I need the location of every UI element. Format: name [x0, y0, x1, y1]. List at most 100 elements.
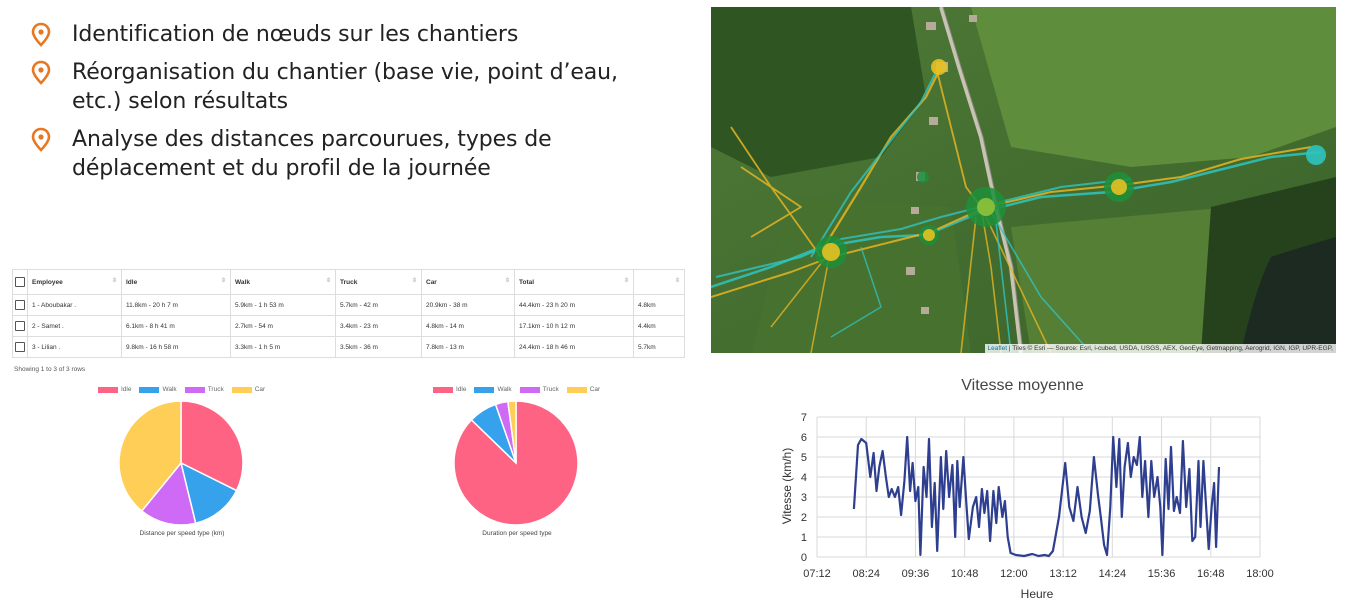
map-pin-icon — [31, 60, 51, 85]
table-cell: 9.8km - 16 h 58 m — [121, 336, 231, 358]
column-header-total[interactable]: Total ⇳ — [514, 269, 634, 295]
legend-item-car[interactable]: Car — [566, 386, 600, 393]
bullet-list: Identification de nœuds sur les chantier… — [30, 20, 690, 192]
pie-caption-distance: Distance per speed type (km) — [139, 530, 225, 537]
table-cell: 2 - Samet . — [27, 315, 122, 337]
pie-caption-duration: Duration per speed type — [482, 530, 552, 537]
speed-chart-title: Vitesse moyenne — [961, 377, 1084, 394]
bullet-item: Analyse des distances parcourues, types … — [30, 125, 690, 183]
sort-icon[interactable]: ⇳ — [504, 278, 510, 284]
column-header-extra[interactable]: ⇳ — [633, 269, 685, 295]
sort-icon[interactable]: ⇳ — [674, 278, 680, 284]
sort-icon[interactable]: ⇳ — [325, 278, 331, 284]
column-header-car[interactable]: Car ⇳ — [421, 269, 515, 295]
sort-icon[interactable]: ⇳ — [220, 278, 226, 284]
legend-swatch — [566, 386, 587, 393]
row-checkbox[interactable] — [15, 321, 25, 331]
y-tick-label: 7 — [801, 412, 807, 424]
pie-slice-truck[interactable] — [140, 461, 197, 526]
forest-area — [711, 7, 926, 177]
pie-chart-duration — [453, 400, 579, 526]
pie-slice-car[interactable] — [507, 400, 517, 464]
row-select-cell[interactable] — [12, 294, 28, 316]
road — [939, 7, 1023, 353]
sort-icon[interactable]: ⇳ — [411, 278, 417, 284]
legend-item-walk[interactable]: Walk — [474, 386, 512, 393]
table-cell: 2.7km - 54 m — [230, 315, 336, 337]
table-cell: 24.4km - 18 h 46 m — [514, 336, 634, 358]
select-all-checkbox[interactable] — [15, 277, 25, 287]
y-tick-label: 6 — [801, 432, 807, 444]
employee-table: Employee ⇳ Idle ⇳ Walk ⇳ Truck ⇳ Car ⇳ Total ⇳… — [12, 269, 685, 358]
legend-swatch — [474, 386, 495, 393]
sort-icon[interactable]: ⇳ — [111, 278, 117, 284]
x-tick-label: 18:00 — [1246, 568, 1274, 580]
bullet-item: Réorganisation du chantier (base vie, po… — [30, 58, 690, 116]
y-tick-label: 2 — [801, 512, 807, 524]
legend-swatch — [231, 386, 252, 393]
pie-slice-idle[interactable] — [180, 400, 244, 492]
row-checkbox[interactable] — [15, 342, 25, 352]
bullet-text: Réorganisation du chantier (base vie, po… — [72, 60, 618, 114]
y-tick-label: 3 — [801, 492, 807, 504]
sort-icon[interactable]: ⇳ — [623, 278, 629, 284]
legend-swatch — [184, 386, 205, 393]
y-tick-label: 5 — [801, 452, 807, 464]
satellite-map[interactable]: Leaflet | Tiles © Esri — Source: Esri, i… — [711, 7, 1336, 353]
y-tick-label: 4 — [801, 472, 807, 484]
legend-item-idle[interactable]: Idle — [433, 386, 466, 393]
table-header-row: Employee ⇳ Idle ⇳ Walk ⇳ Truck ⇳ Car ⇳ Total ⇳… — [12, 269, 685, 295]
table-cell: 3 - Lilian . — [27, 336, 122, 358]
x-tick-label: 07:12 — [803, 568, 831, 580]
x-axis-label: Heure — [1021, 587, 1054, 601]
leaflet-link[interactable]: Leaflet — [987, 345, 1008, 352]
chart-grid — [816, 416, 1261, 558]
x-tick-label: 13:12 — [1049, 568, 1077, 580]
pie-slice-walk[interactable] — [179, 461, 238, 525]
row-select-cell[interactable] — [12, 315, 28, 337]
table-row[interactable]: 3 - Lilian . 9.8km - 16 h 58 m 3.3km - 1… — [12, 336, 685, 358]
select-all-cell[interactable] — [12, 269, 28, 295]
legend-item-car[interactable]: Car — [231, 386, 265, 393]
table-cell: 5.9km - 1 h 53 m — [230, 294, 336, 316]
x-tick-label: 16:48 — [1197, 568, 1225, 580]
legend-swatch — [98, 386, 118, 393]
row-select-cell[interactable] — [12, 336, 28, 358]
column-header-walk[interactable]: Walk ⇳ — [230, 269, 336, 295]
table-cell: 7.8km - 13 m — [421, 336, 515, 358]
map-attribution: Leaflet | Tiles © Esri — Source: Esri, i… — [984, 344, 1336, 353]
map-canvas[interactable] — [711, 7, 1336, 353]
column-header-employee[interactable]: Employee ⇳ — [27, 269, 122, 295]
legend-item-walk[interactable]: Walk — [139, 386, 177, 393]
legend-swatch — [519, 386, 540, 393]
y-tick-label: 0 — [801, 552, 807, 564]
table-cell: 5.7km — [633, 336, 685, 358]
x-tick-label: 14:24 — [1099, 568, 1127, 580]
legend-swatch — [139, 386, 160, 393]
track-clusters — [815, 59, 1326, 268]
legend-item-truck[interactable]: Truck — [184, 386, 224, 393]
employee-table-container: Employee ⇳ Idle ⇳ Walk ⇳ Truck ⇳ Car ⇳ Total ⇳… — [12, 269, 685, 358]
column-header-truck[interactable]: Truck ⇳ — [335, 269, 422, 295]
legend-item-truck[interactable]: Truck — [519, 386, 559, 393]
x-axis-ticks: 07:12 08:24 09:36 10:48 12:00 13:12 14:24 15:36… — [803, 568, 1274, 580]
row-checkbox[interactable] — [15, 300, 25, 310]
table-cell: 3.4km - 23 m — [335, 315, 422, 337]
table-row[interactable]: 1 - Aboubakar . 11.8km - 20 h 7 m 5.9km … — [12, 294, 685, 316]
column-header-idle[interactable]: Idle ⇳ — [121, 269, 231, 295]
legend-item-idle[interactable]: Idle — [98, 386, 131, 393]
table-cell: 4.4km — [633, 315, 685, 337]
pie-slice-car[interactable] — [118, 400, 182, 513]
pie-legend-distance: Idle Walk Truck Car — [98, 386, 265, 393]
legend-swatch — [433, 386, 453, 393]
road-edge — [942, 7, 1024, 353]
table-cell: 44.4km - 23 h 20 m — [514, 294, 634, 316]
pagination-info: Showing 1 to 3 of 3 rows — [14, 366, 86, 373]
table-row[interactable]: 2 - Samet . 6.1km - 8 h 41 m 2.7km - 54 … — [12, 315, 685, 337]
y-axis-ticks: 0 1 2 3 4 5 6 7 — [801, 412, 807, 564]
table-cell: 17.1km - 10 h 12 m — [514, 315, 634, 337]
x-tick-label: 12:00 — [1000, 568, 1028, 580]
bullet-item: Identification de nœuds sur les chantier… — [30, 20, 690, 49]
river — [1241, 237, 1336, 353]
y-axis-label: Vitesse (km/h) — [780, 448, 794, 524]
